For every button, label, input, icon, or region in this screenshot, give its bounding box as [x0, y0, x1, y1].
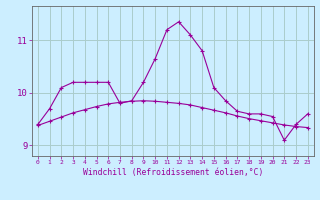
X-axis label: Windchill (Refroidissement éolien,°C): Windchill (Refroidissement éolien,°C)	[83, 168, 263, 177]
